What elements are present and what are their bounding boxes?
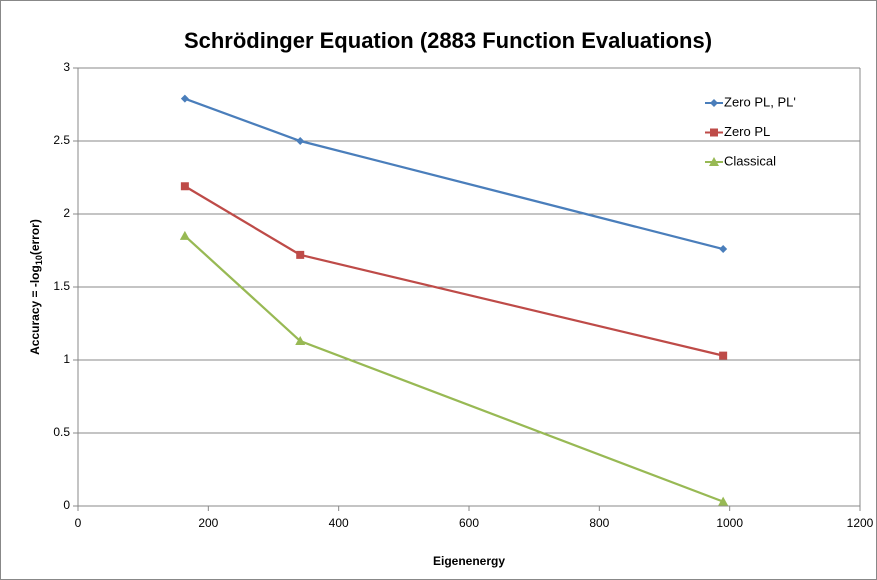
y-tick-label: 0.5 (53, 425, 70, 439)
y-tick-label: 2.5 (53, 133, 70, 147)
marker (719, 245, 728, 254)
marker (180, 182, 189, 191)
x-tick-label: 400 (329, 516, 349, 530)
chart-title: Schrödinger Equation (2883 Function Eval… (184, 28, 712, 53)
x-tick-label: 1000 (716, 516, 743, 530)
y-axis-title-part: Accuracy = -log (28, 265, 42, 355)
marker (296, 250, 305, 259)
x-tick-label: 1200 (847, 516, 874, 530)
marker (719, 351, 728, 360)
y-tick-label: 3 (63, 60, 70, 74)
y-axis-title-sub: 10 (34, 255, 44, 265)
legend-label: Zero PL (724, 124, 770, 139)
marker (718, 496, 729, 506)
legend-label: Zero PL, PL' (724, 94, 796, 109)
y-tick-label: 2 (63, 206, 70, 220)
x-axis-title: Eigenenergy (433, 554, 505, 568)
marker (710, 99, 718, 107)
x-tick-label: 200 (198, 516, 218, 530)
y-tick-label: 0 (63, 498, 70, 512)
legend-label: Classical (724, 153, 776, 168)
x-tick-label: 800 (589, 516, 609, 530)
marker (179, 230, 190, 240)
marker (180, 94, 189, 103)
marker (709, 157, 719, 166)
x-tick-label: 0 (75, 516, 82, 530)
x-tick-label: 600 (459, 516, 479, 530)
marker (296, 137, 305, 145)
y-axis-title: Accuracy = -log10(error) (28, 219, 44, 355)
y-tick-label: 1 (63, 352, 70, 366)
marker (295, 336, 306, 346)
marker (710, 128, 718, 137)
y-axis-title-part: (error) (28, 219, 42, 255)
y-tick-label: 1.5 (53, 279, 70, 293)
